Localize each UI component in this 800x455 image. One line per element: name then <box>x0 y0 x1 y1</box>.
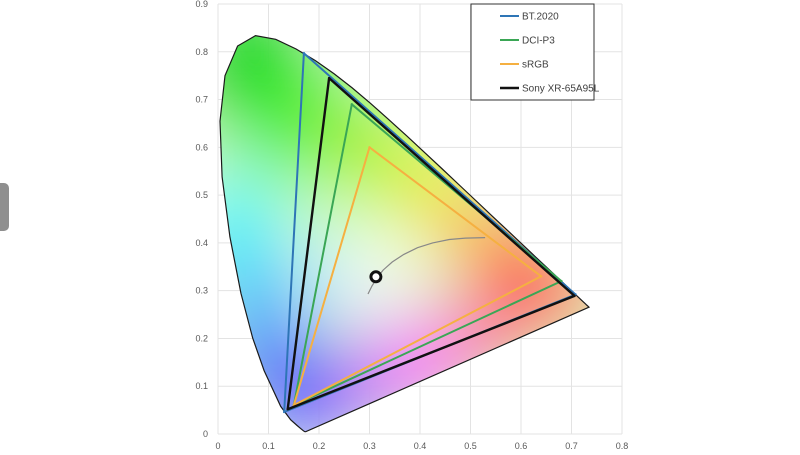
x-tick-label: 0 <box>215 441 220 451</box>
x-tick-label: 0.1 <box>262 441 275 451</box>
x-tick-label: 0.7 <box>565 441 578 451</box>
gamut-vertex-srgb <box>540 275 543 278</box>
legend: BT.2020 DCI-P3 sRGB Sony XR-65A95L <box>470 3 600 101</box>
x-tick-label: 0.8 <box>616 441 629 451</box>
y-tick-label: 0.4 <box>195 238 208 248</box>
spectral-locus <box>219 34 591 433</box>
x-tick-label: 0.2 <box>313 441 326 451</box>
gamut-vertex-bt-2020 <box>282 410 286 414</box>
gamut-sony-xr-65a95l <box>286 76 576 411</box>
side-panel-handle[interactable] <box>0 183 9 231</box>
legend-label: DCI-P3 <box>522 36 555 47</box>
y-tick-label: 0.7 <box>195 95 208 105</box>
x-tick-label: 0.4 <box>414 441 427 451</box>
x-tick-label: 0.3 <box>363 441 376 451</box>
gamut-vertex-srgb <box>368 146 371 149</box>
x-axis-ticks: 0 0.1 0.2 0.3 0.4 0.5 0.6 0.7 0.8 <box>215 441 628 451</box>
legend-label: BT.2020 <box>522 12 559 23</box>
y-tick-label: 0.9 <box>195 0 208 9</box>
gamut-vertex-sony-xr-65a95l <box>286 407 289 411</box>
y-tick-label: 0.3 <box>195 286 208 296</box>
white-point-dot <box>369 270 383 284</box>
y-tick-label: 0.2 <box>195 333 208 343</box>
x-tick-label: 0.5 <box>464 441 477 451</box>
legend-label: sRGB <box>522 60 549 71</box>
y-tick-label: 0.1 <box>195 381 208 391</box>
y-tick-label: 0.6 <box>195 142 208 152</box>
gamut-vertex-sony-xr-65a95l <box>573 294 576 298</box>
y-tick-label: 0.5 <box>195 190 208 200</box>
gamut-vertex-bt-2020 <box>302 52 306 55</box>
legend-box <box>470 3 595 101</box>
y-axis-ticks: 0 0.1 0.2 0.3 0.4 0.5 0.6 0.7 0.8 0.9 <box>195 0 208 439</box>
y-tick-label: 0.8 <box>195 47 208 57</box>
gamut-vertex-dci-p3 <box>350 103 354 106</box>
x-tick-label: 0.6 <box>515 441 528 451</box>
legend-label: Sony XR-65A95L <box>522 84 600 95</box>
gamut-vertex-dci-p3 <box>560 279 563 283</box>
gamut-srgb <box>292 146 543 407</box>
gamut-triangles <box>282 52 577 414</box>
gamut-vertex-sony-xr-65a95l <box>327 76 331 80</box>
y-tick-label: 0 <box>203 429 208 439</box>
white-point-marker <box>369 270 383 284</box>
